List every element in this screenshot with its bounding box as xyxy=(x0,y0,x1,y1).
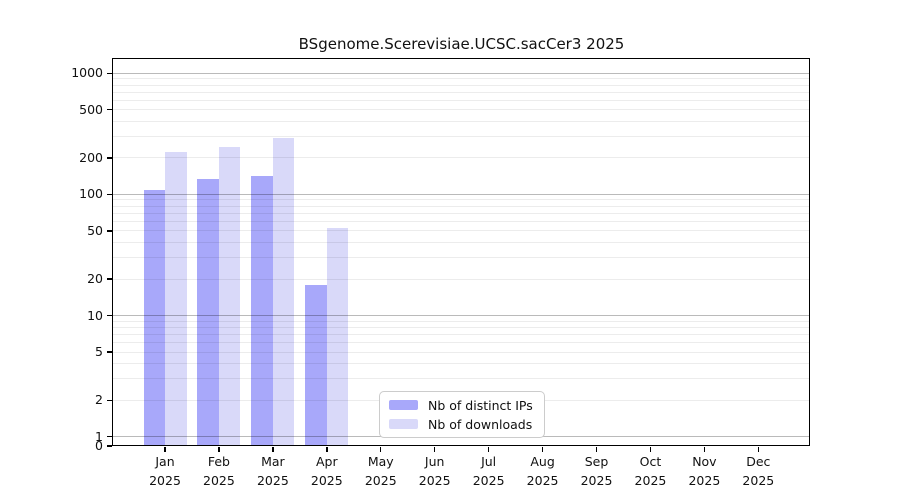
x-tick-label-mar: Mar 2025 xyxy=(256,454,289,489)
gridline-minor-6 xyxy=(113,341,810,343)
x-tick-label-may: May 2025 xyxy=(364,454,397,489)
x-tick-label-apr: Apr 2025 xyxy=(310,454,343,489)
gridline-major-1000 xyxy=(113,72,810,74)
x-tick-label-aug: Aug 2025 xyxy=(526,454,559,489)
bar-nb-of-downloads-0 xyxy=(165,152,187,446)
y-tick-label-500: 500 xyxy=(79,101,103,117)
legend-label-distinct-ips: Nb of distinct IPs xyxy=(428,397,533,413)
y-tick-label-100: 100 xyxy=(79,186,103,202)
x-tick-label-nov: Nov 2025 xyxy=(688,454,721,489)
gridline-minor-70 xyxy=(113,212,810,214)
y-tick-label-1: 1 xyxy=(95,428,103,444)
gridline-minor-80 xyxy=(113,205,810,207)
gridline-minor-200 xyxy=(113,157,810,159)
y-tick-mark-1 xyxy=(107,436,112,438)
x-tick-label-jun: Jun 2025 xyxy=(418,454,451,489)
gridline-minor-4 xyxy=(113,363,810,365)
gridline-minor-5 xyxy=(113,351,810,353)
x-tick-label-feb: Feb 2025 xyxy=(203,454,235,489)
gridline-minor-40 xyxy=(113,242,810,244)
plot-area xyxy=(113,59,810,446)
gridline-minor-90 xyxy=(113,199,810,201)
x-tick-label-oct: Oct 2025 xyxy=(634,454,667,489)
y-tick-label-200: 200 xyxy=(79,149,103,165)
gridline-minor-900 xyxy=(113,78,810,80)
legend-item-downloads: Nb of downloads xyxy=(389,417,535,432)
x-tick-label-dec: Dec 2025 xyxy=(742,454,775,489)
x-tick-mark-feb xyxy=(218,447,220,452)
y-tick-mark-50 xyxy=(107,230,112,232)
gridline-minor-600 xyxy=(113,99,810,101)
y-tick-mark-2 xyxy=(107,399,112,401)
x-tick-mark-jun xyxy=(434,447,436,452)
gridline-major-100 xyxy=(113,193,810,195)
bar-nb-of-downloads-1 xyxy=(218,147,241,446)
x-tick-label-jan: Jan 2025 xyxy=(149,454,181,489)
bar-nb-of-downloads-3 xyxy=(326,227,349,446)
x-tick-mark-jan xyxy=(164,447,166,452)
y-tick-label-5: 5 xyxy=(95,344,103,360)
x-tick-mark-apr xyxy=(326,447,328,452)
gridline-minor-8 xyxy=(113,326,810,328)
bar-nb-of-distinct-ips-2 xyxy=(251,175,273,446)
x-tick-mark-nov xyxy=(703,447,706,452)
bar-nb-of-distinct-ips-0 xyxy=(143,190,165,446)
gridline-minor-800 xyxy=(113,84,810,86)
gridline-minor-7 xyxy=(113,333,810,335)
y-tick-mark-0 xyxy=(107,445,112,447)
gridline-minor-20 xyxy=(113,278,810,280)
y-tick-label-1000: 1000 xyxy=(71,65,103,81)
gridline-minor-30 xyxy=(113,257,810,259)
y-tick-mark-5 xyxy=(107,351,112,353)
y-tick-mark-200 xyxy=(107,157,112,159)
x-tick-mark-jul xyxy=(487,447,490,452)
gridline-minor-3 xyxy=(113,378,810,380)
gridline-minor-500 xyxy=(113,109,810,111)
x-tick-mark-oct xyxy=(649,447,652,452)
x-tick-mark-sep xyxy=(595,447,598,452)
gridline-minor-700 xyxy=(113,91,810,93)
x-tick-label-jul: Jul 2025 xyxy=(472,454,505,489)
x-tick-mark-mar xyxy=(272,447,274,452)
y-tick-mark-20 xyxy=(107,278,112,280)
y-tick-mark-500 xyxy=(107,109,112,111)
y-tick-label-0: 0 xyxy=(95,438,103,453)
bar-nb-of-downloads-2 xyxy=(272,138,295,446)
legend-item-distinct-ips: Nb of distinct IPs xyxy=(389,398,535,413)
bar-nb-of-distinct-ips-1 xyxy=(197,179,219,446)
legend-swatch-distinct-ips xyxy=(389,400,418,410)
y-tick-mark-100 xyxy=(107,193,112,196)
gridline-minor-60 xyxy=(113,220,810,222)
y-tick-label-50: 50 xyxy=(87,222,103,238)
y-tick-mark-10 xyxy=(107,314,112,317)
gridline-minor-9 xyxy=(113,320,810,322)
gridline-minor-400 xyxy=(113,121,810,122)
y-tick-label-2: 2 xyxy=(95,392,103,408)
legend: Nb of distinct IPs Nb of downloads xyxy=(379,391,545,438)
y-tick-label-10: 10 xyxy=(87,307,103,323)
x-tick-mark-dec xyxy=(757,447,760,452)
y-tick-mark-1000 xyxy=(107,72,112,74)
legend-swatch-downloads xyxy=(389,419,418,429)
chart-title: BSgenome.Scerevisiae.UCSC.sacCer3 2025 xyxy=(298,35,625,53)
gridline-major-10 xyxy=(113,315,810,317)
legend-label-downloads: Nb of downloads xyxy=(428,416,533,432)
bar-nb-of-distinct-ips-3 xyxy=(305,284,327,446)
gridline-minor-300 xyxy=(113,136,810,138)
y-tick-label-20: 20 xyxy=(87,271,103,287)
x-tick-mark-aug xyxy=(541,447,544,452)
gridline-minor-50 xyxy=(113,230,810,232)
x-tick-mark-may xyxy=(380,447,382,452)
x-tick-label-sep: Sep 2025 xyxy=(580,454,613,489)
